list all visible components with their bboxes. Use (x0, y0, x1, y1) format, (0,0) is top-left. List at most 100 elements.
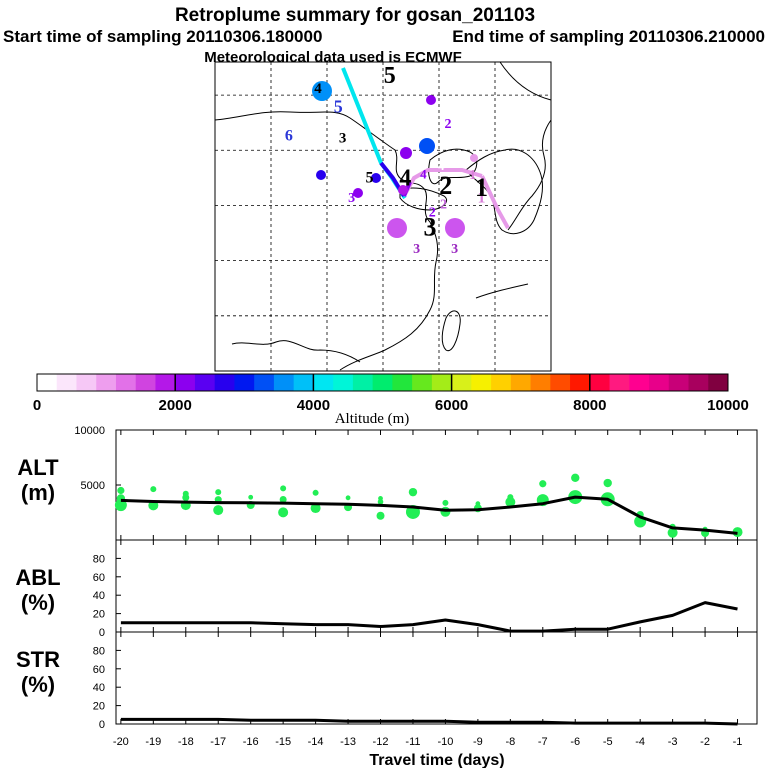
altitude-scatter-point (278, 507, 289, 518)
x-tick-label: -7 (538, 736, 548, 748)
x-tick-label: -9 (473, 736, 483, 748)
y-tick-label: 20 (93, 609, 105, 621)
colorbar-frame (36, 373, 729, 392)
altitude-scatter-point (571, 473, 580, 482)
colorbar-swatch (96, 374, 117, 391)
abl-panel-label-line1: ABL (15, 565, 60, 590)
colorbar-label: Altitude (m) (335, 411, 410, 427)
altitude-scatter-point (280, 485, 287, 492)
x-tick-label: -17 (210, 736, 226, 748)
str-panel-label-line1: STR (16, 647, 60, 672)
trajectory-label: 3 (424, 213, 437, 242)
colorbar-swatch (234, 374, 255, 391)
altitude-scatter-point (376, 511, 385, 520)
plume-marker (445, 218, 465, 238)
y-tick-label: 10000 (74, 425, 105, 437)
trajectory-label: 2 (439, 171, 452, 200)
trajectory-label: 2 (444, 117, 451, 132)
altitude-scatter-point (312, 489, 319, 496)
colorbar-swatch (471, 374, 492, 391)
trajectory-label: 1 (475, 173, 488, 202)
x-tick-label: -14 (308, 736, 324, 748)
coastline-japan (507, 119, 552, 231)
x-tick-label: -15 (275, 736, 291, 748)
trajectory-label: 4 (326, 180, 332, 194)
y-tick-label: 5000 (81, 480, 105, 492)
coastline-shandong (399, 187, 448, 211)
colorbar-swatch (688, 374, 709, 391)
altitude-scatter-point (215, 489, 222, 496)
series-line-str (120, 717, 738, 726)
colorbar-swatch (313, 374, 334, 391)
colorbar-swatch (570, 374, 591, 391)
altitude-scatter-point (505, 497, 516, 508)
abl-panel-label-line2: (%) (21, 590, 55, 615)
altitude-scatter-point (182, 493, 190, 501)
colorbar-tick-label: 4000 (297, 397, 330, 414)
plume-marker (312, 81, 332, 101)
trajectory-label: 5 (366, 170, 374, 187)
colorbar-tick-label: 10000 (707, 397, 749, 414)
x-tick-label: -11 (405, 736, 420, 748)
colorbar-tick-label: 0 (33, 397, 41, 414)
colorbar-swatch (293, 374, 314, 391)
figure-title: Retroplume summary for gosan_201103 (175, 5, 535, 26)
x-tick-label: -6 (570, 736, 580, 748)
map-frame (214, 61, 552, 372)
colorbar-swatch (412, 374, 433, 391)
map-gridlines (215, 62, 551, 371)
y-tick-label: 60 (93, 664, 105, 676)
colorbar-swatch (668, 374, 690, 391)
colorbar-swatch (550, 374, 571, 391)
altitude-scatter-point (213, 505, 224, 516)
colorbar-swatch (392, 374, 413, 391)
trajectory-label: 2 (440, 198, 447, 213)
colorbar-swatch (37, 374, 58, 391)
altitude-scatter-point (345, 495, 351, 501)
colorbar-swatch (530, 374, 551, 391)
colorbar-swatch (254, 374, 275, 391)
colorbar-swatch (155, 374, 176, 391)
y-tick-label: 60 (93, 572, 105, 584)
plume-marker (316, 170, 326, 180)
coastline-liaodong (428, 148, 478, 185)
y-tick-label: 40 (93, 682, 105, 694)
trajectory-label: 1 (469, 168, 476, 183)
start-time-label: Start time of sampling 20110306.180000 (3, 27, 322, 46)
altitude-scatter-point (279, 495, 287, 503)
coastline-taiwan (441, 310, 461, 352)
x-tick-label: -4 (635, 736, 645, 748)
colorbar-swatch (214, 374, 235, 391)
colorbar-swatch (491, 374, 512, 391)
panel-abl: 80 60 40 20 0 (93, 539, 758, 639)
colorbar-swatch (352, 374, 374, 391)
altitude-scatter-point (114, 499, 127, 512)
panel-str: 80 60 40 20 0 -20 -19 -18 -17 -16 -15 -14 -13 -12 -11 -… (93, 631, 758, 748)
altitude-scatter-point (310, 503, 321, 514)
coastline-russia (499, 61, 552, 101)
trajectory-label: 5 (384, 63, 396, 89)
colorbar-swatch (589, 374, 611, 391)
altitude-scatter-point (603, 478, 612, 488)
trajectory-label: 3 (348, 191, 355, 206)
plume-marker (419, 138, 435, 154)
colorbar-swatch (372, 374, 393, 391)
colorbar-swatch (115, 374, 137, 391)
colorbar-swatch (175, 374, 196, 391)
series-line-alt (120, 495, 738, 535)
colorbar-swatch (333, 374, 354, 391)
y-tick-label: 80 (93, 553, 105, 565)
trajectory-label: 4 (384, 182, 390, 196)
colorbar-swatch (510, 374, 532, 391)
colorbar-tick-label: 8000 (573, 397, 606, 414)
series-line-abl (120, 601, 738, 633)
altitude-scatter-point (667, 527, 678, 538)
x-tick-label: -1 (733, 736, 743, 748)
x-tick-label: -18 (178, 736, 194, 748)
map-plume-markers (312, 81, 478, 238)
panel-frame (115, 631, 758, 725)
trajectory-label: 3 (451, 242, 458, 257)
colorbar-swatch (194, 374, 216, 391)
